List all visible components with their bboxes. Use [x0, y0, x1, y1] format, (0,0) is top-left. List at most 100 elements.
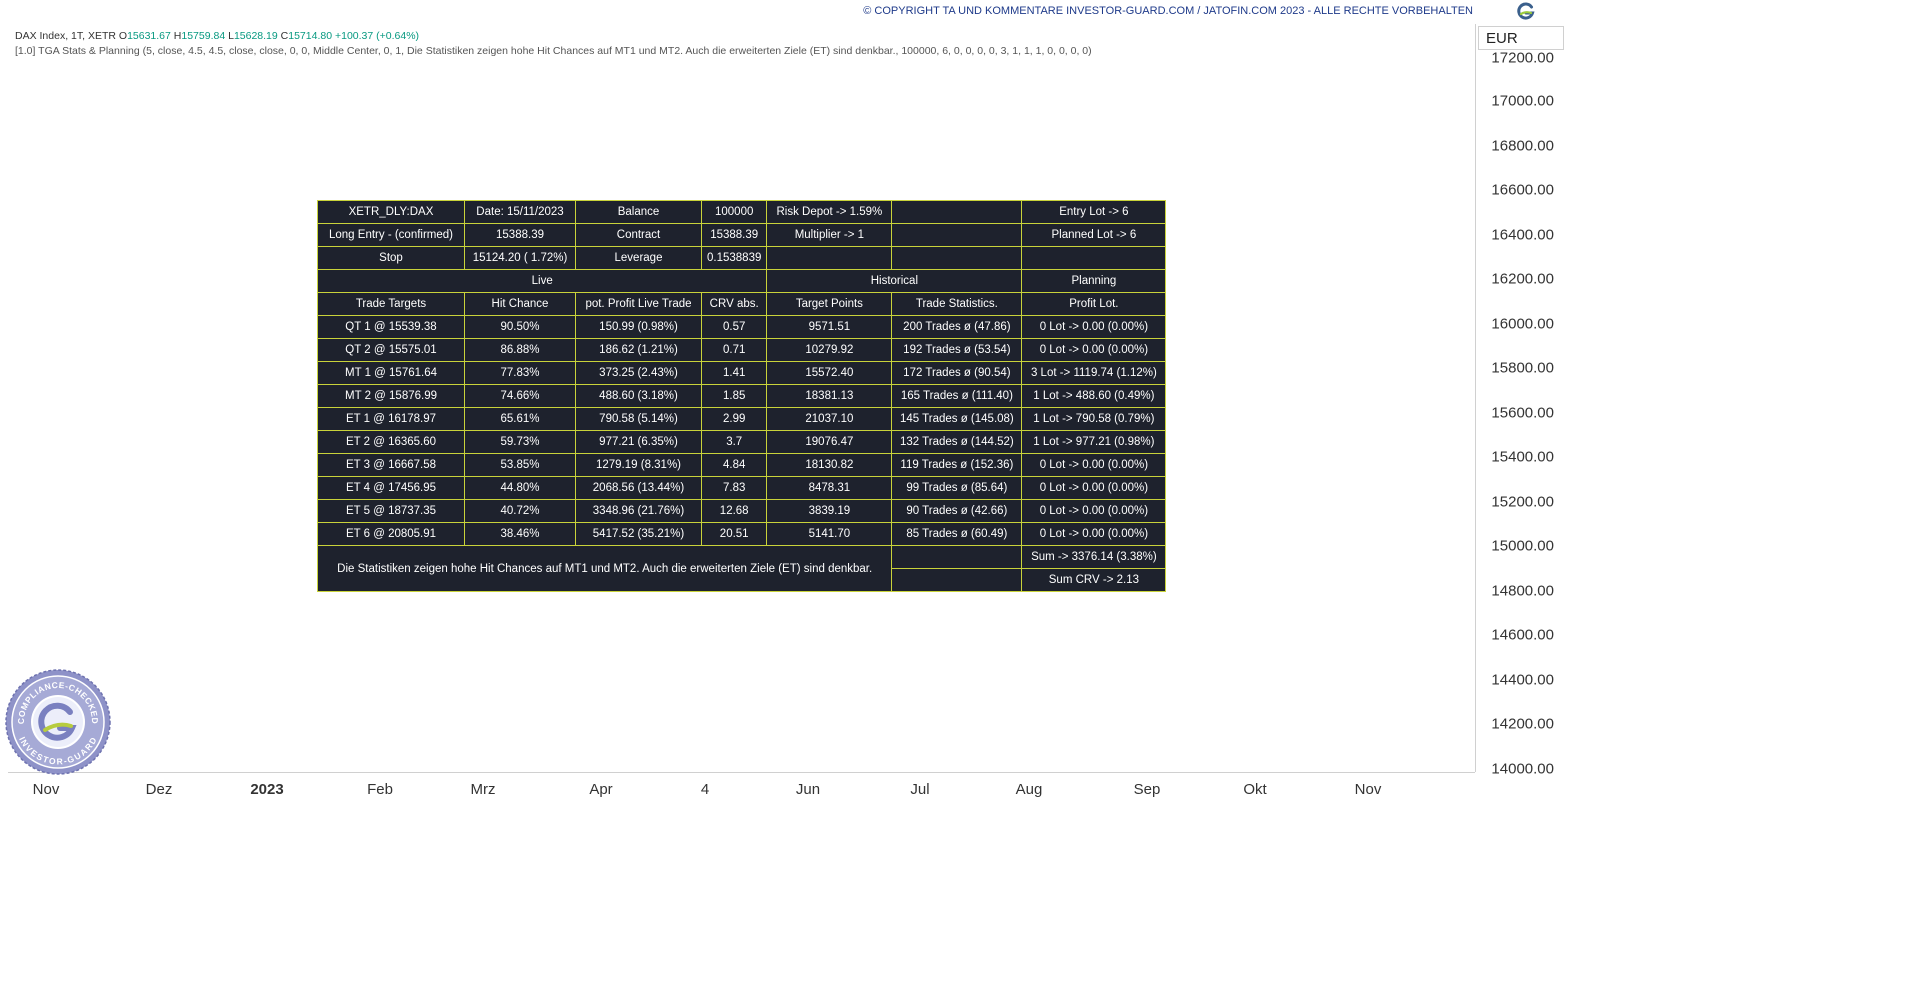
table-cell: 5417.52 (35.21%)	[575, 522, 702, 546]
table-cell: 74.66%	[464, 384, 576, 408]
table-cell: 3.7	[700, 430, 768, 454]
price-tick: 15000.00	[1491, 537, 1554, 555]
table-cell	[891, 200, 1023, 224]
table-row: ET 5 @ 18737.35 40.72% 3348.96 (21.76%) …	[317, 499, 1167, 523]
table-cell: 150.99 (0.98%)	[575, 315, 702, 339]
table-cell: MT 1 @ 15761.64	[317, 361, 465, 385]
table-cell	[891, 246, 1023, 270]
table-cell: 21037.10	[766, 407, 893, 431]
table-cell: 15124.20 ( 1.72%)	[464, 246, 576, 270]
time-axis[interactable]: Nov Dez 2023 Feb Mrz Apr 4 Jun Jul Aug S…	[8, 772, 1475, 804]
open-label: O	[118, 30, 128, 42]
table-cell: 0.1538839	[700, 246, 768, 270]
table-cell: Long Entry - (confirmed)	[317, 223, 465, 247]
price-tick: 16200.00	[1491, 270, 1554, 288]
table-cell: 90.50%	[464, 315, 576, 339]
table-cell: ET 4 @ 17456.95	[317, 476, 465, 500]
table-cell: ET 5 @ 18737.35	[317, 499, 465, 523]
section-historical: Historical	[766, 269, 1023, 293]
high-value: 15759.84	[181, 30, 226, 42]
table-cell: 86.88%	[464, 338, 576, 362]
column-header: pot. Profit Live Trade	[575, 292, 702, 316]
currency-selector[interactable]: EUR	[1478, 26, 1564, 50]
time-tick: Feb	[367, 781, 393, 798]
table-row: ET 6 @ 20805.91 38.46% 5417.52 (35.21%) …	[317, 522, 1167, 546]
price-tick: 14800.00	[1491, 582, 1554, 600]
sum-crv-cell: Sum CRV -> 2.13	[1021, 568, 1167, 592]
section-planning: Planning	[1021, 269, 1167, 293]
table-cell	[766, 246, 893, 270]
table-cell: 0 Lot -> 0.00 (0.00%)	[1021, 522, 1167, 546]
time-tick: 2023	[250, 781, 284, 798]
table-cell: 65.61%	[464, 407, 576, 431]
table-cell: 90 Trades ø (42.66)	[891, 499, 1023, 523]
column-header: Target Points	[766, 292, 893, 316]
time-tick: Dez	[145, 781, 173, 798]
table-row: ET 1 @ 16178.97 65.61% 790.58 (5.14%) 2.…	[317, 407, 1167, 431]
column-header: Profit Lot.	[1021, 292, 1167, 316]
comment-cell: Die Statistiken zeigen hohe Hit Chances …	[316, 545, 893, 592]
time-tick: Okt	[1243, 781, 1267, 798]
table-cell: ET 6 @ 20805.91	[317, 522, 465, 546]
stats-planning-table: XETR_DLY:DAX Date: 15/11/2023 Balance 10…	[316, 200, 1167, 592]
table-cell: 3839.19	[766, 499, 893, 523]
table-cell	[1021, 246, 1167, 270]
table-cell: XETR_DLY:DAX	[317, 200, 465, 224]
table-cell: 132 Trades ø (144.52)	[891, 430, 1023, 454]
summary-row: Die Statistiken zeigen hohe Hit Chances …	[316, 545, 1167, 592]
table-cell: 0 Lot -> 0.00 (0.00%)	[1021, 476, 1167, 500]
low-value: 15628.19	[233, 30, 278, 42]
ohlc-legend[interactable]: DAX Index, 1T, XETR O15631.67 H15759.84 …	[15, 29, 1092, 44]
price-tick: 16600.00	[1491, 181, 1554, 199]
table-cell: Date: 15/11/2023	[464, 200, 576, 224]
table-cell: MT 2 @ 15876.99	[317, 384, 465, 408]
table-cell: 1279.19 (8.31%)	[575, 453, 702, 477]
table-row: Stop 15124.20 ( 1.72%) Leverage 0.153883…	[317, 246, 1167, 270]
symbol-label: DAX Index, 1T, XETR	[15, 30, 116, 42]
table-cell	[891, 223, 1023, 247]
table-cell: 85 Trades ø (60.49)	[891, 522, 1023, 546]
table-cell: 790.58 (5.14%)	[575, 407, 702, 431]
table-cell: 44.80%	[464, 476, 576, 500]
time-tick: 4	[700, 781, 710, 798]
table-cell: Stop	[317, 246, 465, 270]
table-cell: 2068.56 (13.44%)	[575, 476, 702, 500]
table-row: ET 3 @ 16667.58 53.85% 1279.19 (8.31%) 4…	[317, 453, 1167, 477]
price-axis[interactable]: 17200.00 17000.00 16800.00 16600.00 1640…	[1475, 24, 1568, 778]
open-value: 15631.67	[127, 30, 171, 42]
price-tick: 14000.00	[1491, 760, 1554, 778]
table-row: MT 2 @ 15876.99 74.66% 488.60 (3.18%) 1.…	[317, 384, 1167, 408]
table-cell: 9571.51	[766, 315, 893, 339]
price-tick: 17200.00	[1491, 49, 1554, 67]
column-header: Trade Statistics.	[891, 292, 1023, 316]
price-tick: 16400.00	[1491, 226, 1554, 244]
table-cell: 7.83	[700, 476, 768, 500]
table-cell: QT 2 @ 15575.01	[317, 338, 465, 362]
price-tick: 14600.00	[1491, 626, 1554, 644]
indicator-legend[interactable]: [1.0] TGA Stats & Planning (5, close, 4.…	[15, 45, 1092, 57]
table-cell	[891, 545, 1023, 569]
close-value: 15714.80	[288, 30, 333, 42]
table-cell: 192 Trades ø (53.54)	[891, 338, 1023, 362]
table-cell: 0 Lot -> 0.00 (0.00%)	[1021, 338, 1167, 362]
table-row: QT 1 @ 15539.38 90.50% 150.99 (0.98%) 0.…	[317, 315, 1167, 339]
table-row: QT 2 @ 15575.01 86.88% 186.62 (1.21%) 0.…	[317, 338, 1167, 362]
table-cell: 4.84	[700, 453, 768, 477]
table-cell: Planned Lot -> 6	[1021, 223, 1167, 247]
price-tick: 14400.00	[1491, 671, 1554, 689]
table-cell: 77.83%	[464, 361, 576, 385]
table-cell: Contract	[575, 223, 702, 247]
price-tick: 15200.00	[1491, 493, 1554, 511]
table-cell: Entry Lot -> 6	[1021, 200, 1167, 224]
table-cell: 99 Trades ø (85.64)	[891, 476, 1023, 500]
header-row: Trade Targets Hit Chance pot. Profit Liv…	[317, 292, 1167, 316]
table-cell: 373.25 (2.43%)	[575, 361, 702, 385]
table-cell: 0 Lot -> 0.00 (0.00%)	[1021, 315, 1167, 339]
table-row: XETR_DLY:DAX Date: 15/11/2023 Balance 10…	[317, 200, 1167, 224]
table-cell: 200 Trades ø (47.86)	[891, 315, 1023, 339]
column-header: Hit Chance	[464, 292, 576, 316]
summary-row: Sum CRV -> 2.13	[318, 568, 1167, 592]
table-cell: 1.85	[700, 384, 768, 408]
low-label: L	[228, 30, 234, 42]
time-tick: Nov	[32, 781, 60, 798]
